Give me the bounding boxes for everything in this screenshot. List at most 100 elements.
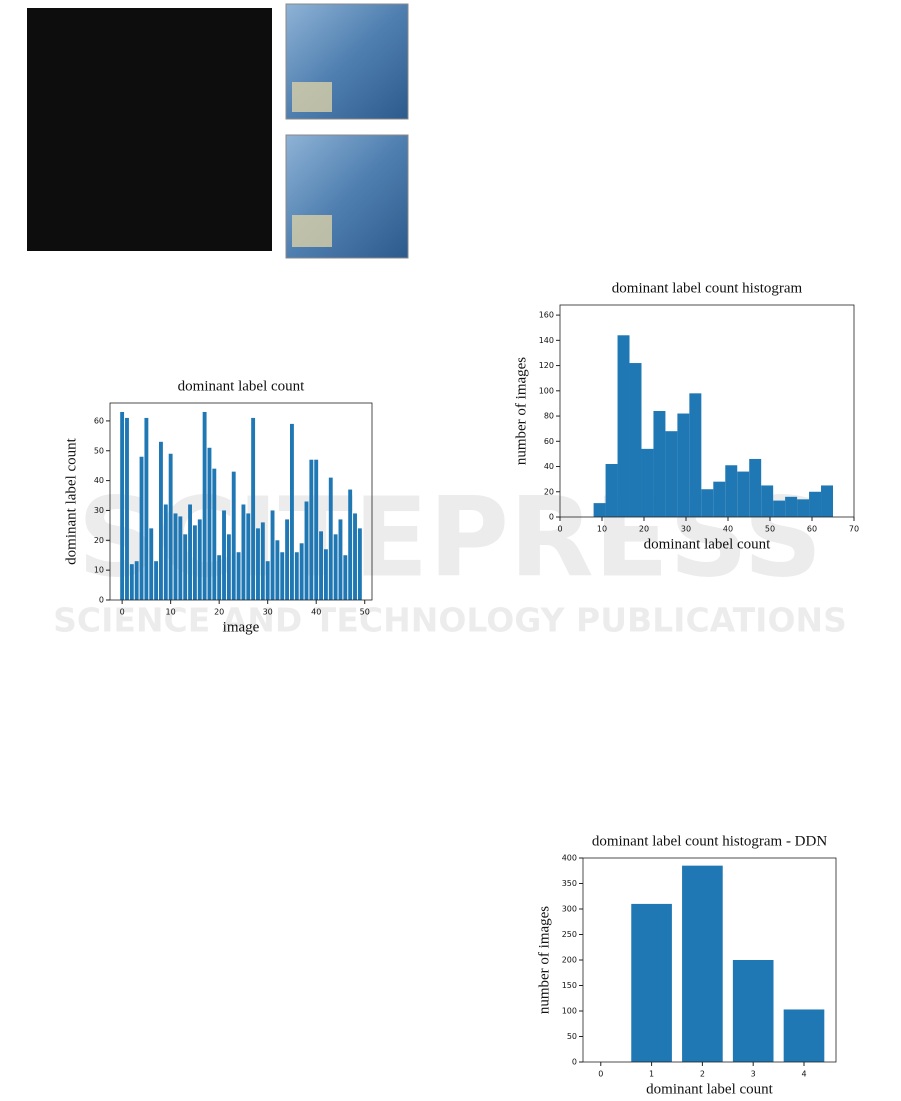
chart-title: dominant label count histogram: [612, 280, 803, 296]
y-tick-label: 50: [94, 446, 104, 455]
y-tick-label: 100: [539, 386, 554, 395]
y-tick-label: 0: [549, 513, 554, 522]
bar: [246, 513, 251, 600]
bar: [226, 534, 231, 600]
bar: [309, 459, 314, 600]
bar: [202, 411, 207, 600]
histogram-bar: [677, 413, 690, 517]
y-tick-label: 10: [94, 566, 104, 575]
histogram-bar: [761, 485, 774, 517]
watermark-tagline: SCIENCE AND TECHNOLOGY PUBLICATIONS: [53, 601, 847, 640]
plot-frame: [559, 304, 855, 518]
chart-title: dominant label count: [178, 378, 305, 394]
y-tick-label: 120: [539, 361, 554, 370]
y-tick-label: 60: [94, 416, 104, 425]
histogram-bar: [617, 335, 630, 517]
histogram-bar: [773, 500, 786, 517]
jeans-tear: [292, 215, 332, 247]
bar: [154, 561, 159, 600]
bar: [134, 561, 139, 600]
bar: [149, 528, 154, 600]
bar: [260, 522, 265, 600]
x-tick-label: 60: [807, 525, 817, 534]
bar: [328, 477, 333, 600]
x-tick-label: 50: [360, 608, 370, 617]
histogram-bar: [725, 465, 738, 517]
y-tick-label: 60: [544, 437, 554, 446]
bar: [631, 903, 672, 1062]
bar: [139, 456, 144, 600]
bar: [217, 555, 222, 600]
y-axis-label: number of images: [513, 357, 529, 465]
bar: [197, 519, 202, 600]
bar: [682, 865, 723, 1062]
x-tick-label: 30: [263, 608, 273, 617]
bar: [188, 504, 192, 600]
histogram-bar: [701, 489, 714, 517]
x-tick-label: 10: [597, 525, 607, 534]
histogram-bar: [605, 464, 618, 517]
y-tick-label: 40: [544, 462, 554, 471]
x-axis-label: image: [223, 619, 260, 635]
bar: [338, 519, 343, 600]
bar: [163, 504, 168, 600]
bar: [314, 459, 319, 600]
bar: [251, 417, 256, 600]
x-tick-label: 1: [649, 1070, 654, 1079]
y-tick-label: 200: [562, 956, 577, 965]
bar: [192, 525, 197, 600]
histogram-bar: [593, 503, 606, 517]
histogram-bar: [629, 363, 642, 517]
x-tick-label: 0: [598, 1070, 603, 1079]
x-tick-label: 70: [849, 525, 859, 534]
bar: [168, 453, 173, 600]
histogram-bar: [689, 393, 702, 517]
bar: [280, 552, 285, 600]
bar: [319, 531, 323, 600]
bar: [290, 423, 294, 600]
bar: [125, 417, 129, 600]
histogram-bar: [653, 411, 666, 517]
bar: [304, 501, 309, 600]
x-axis-label: dominant label count: [646, 1081, 773, 1097]
bar: [323, 549, 328, 600]
y-axis-label: number of images: [536, 906, 552, 1014]
x-tick-label: 40: [311, 608, 321, 617]
x-tick-label: 3: [751, 1070, 756, 1079]
histogram-bar: [809, 491, 822, 517]
histogram-bar: [785, 496, 798, 517]
x-tick-label: 20: [214, 608, 224, 617]
bar: [265, 561, 270, 600]
bar: [294, 552, 299, 600]
x-tick-label: 10: [166, 608, 176, 617]
bar: [212, 468, 217, 600]
histogram-bar: [665, 431, 678, 517]
bar: [732, 960, 774, 1062]
bar: [159, 441, 163, 600]
x-tick-label: 50: [765, 525, 775, 534]
y-tick-label: 50: [567, 1032, 577, 1041]
y-tick-label: 300: [562, 905, 577, 914]
bar: [348, 489, 353, 600]
bar: [299, 543, 304, 600]
bar: [333, 534, 338, 600]
bar: [183, 534, 188, 600]
noise-image: [27, 8, 272, 251]
bar: [222, 510, 226, 600]
bar: [353, 513, 357, 600]
x-tick-label: 30: [681, 525, 691, 534]
x-tick-label: 0: [120, 608, 125, 617]
bar: [120, 411, 125, 600]
y-tick-label: 20: [544, 487, 554, 496]
bar: [343, 555, 348, 600]
histogram-bar: [821, 485, 833, 517]
histogram-bar: [749, 458, 762, 517]
histogram-bar: [737, 471, 750, 517]
y-tick-label: 140: [539, 336, 554, 345]
chart-title: dominant label count histogram - DDN: [592, 833, 828, 849]
jeans-tear: [292, 82, 332, 112]
x-tick-label: 0: [557, 525, 562, 534]
bar: [241, 504, 246, 600]
